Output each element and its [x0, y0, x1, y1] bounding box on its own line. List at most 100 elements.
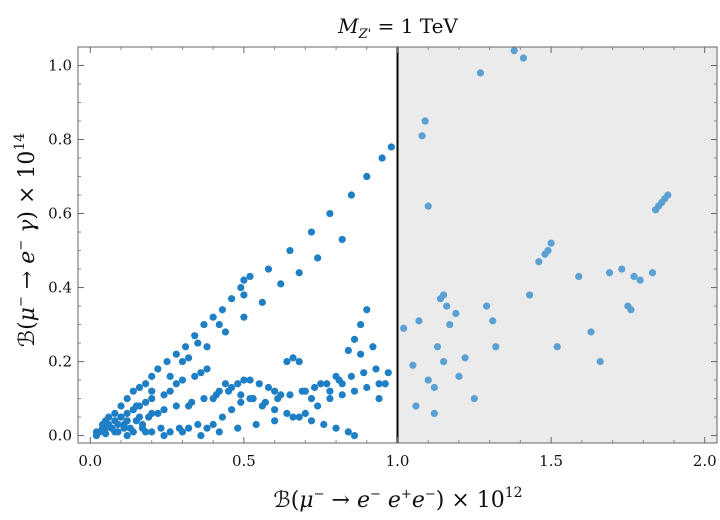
data-point	[338, 235, 346, 244]
excluded-region	[397, 47, 717, 443]
data-point	[286, 391, 294, 399]
data-point	[289, 354, 297, 362]
data-point	[350, 335, 359, 343]
data-point	[240, 313, 248, 321]
data-point	[277, 280, 285, 288]
data-point	[433, 343, 442, 351]
data-point	[271, 417, 279, 425]
data-point	[123, 417, 131, 425]
x-axis-label: ℬ(μ− → e− e+e−) × 1012	[273, 485, 522, 513]
data-point	[117, 402, 125, 410]
svg-text:ℬ(μ− → e− γ) × 1014: ℬ(μ− → e− γ) × 1014	[12, 133, 40, 348]
data-point	[286, 246, 294, 255]
data-point	[430, 409, 438, 417]
data-point	[347, 372, 356, 380]
data-point	[372, 365, 380, 373]
data-point	[154, 409, 162, 417]
data-point	[194, 420, 202, 429]
data-point	[197, 369, 205, 377]
data-point	[129, 428, 137, 436]
data-point	[283, 357, 291, 366]
data-point	[314, 402, 322, 410]
data-point	[369, 343, 377, 351]
data-point	[446, 320, 454, 329]
data-point	[510, 47, 518, 55]
data-point	[163, 357, 171, 366]
data-point	[378, 154, 386, 162]
data-point	[135, 413, 144, 421]
data-point	[157, 424, 165, 432]
data-point	[92, 428, 101, 436]
data-point	[418, 132, 426, 140]
y-tick-label: 0.6	[48, 205, 72, 223]
data-point	[295, 269, 303, 277]
y-tick-label: 0.4	[48, 279, 72, 297]
data-point	[141, 428, 150, 436]
x-tick-label: 1.5	[539, 452, 563, 470]
data-point	[234, 424, 242, 432]
data-point	[221, 380, 230, 388]
data-point	[301, 409, 309, 417]
data-point	[148, 387, 156, 395]
data-point	[332, 424, 340, 432]
data-point	[237, 398, 245, 406]
data-point	[191, 332, 199, 340]
data-point	[409, 361, 417, 369]
data-point	[228, 406, 236, 414]
data-point	[166, 372, 174, 380]
data-point	[476, 69, 485, 77]
data-point	[148, 409, 156, 417]
data-point	[461, 354, 469, 362]
data-point	[148, 394, 156, 403]
data-point	[596, 357, 604, 366]
data-point	[215, 320, 223, 329]
data-point	[470, 394, 478, 403]
data-point	[326, 387, 334, 395]
data-point	[326, 209, 334, 218]
data-point	[264, 383, 273, 392]
data-point	[212, 391, 220, 399]
data-point	[544, 246, 552, 255]
x-tick-label: 2.0	[693, 452, 717, 470]
data-point	[191, 372, 199, 380]
data-point	[274, 394, 282, 403]
data-point	[218, 306, 226, 314]
data-point	[209, 313, 217, 321]
data-point	[160, 391, 168, 399]
data-point	[178, 357, 187, 366]
data-point	[203, 365, 211, 373]
data-point	[295, 413, 303, 421]
data-point	[234, 380, 242, 388]
data-point	[255, 380, 263, 388]
data-point	[310, 383, 319, 392]
data-point	[323, 380, 331, 388]
data-point	[123, 431, 131, 440]
data-point	[129, 387, 137, 395]
data-point	[489, 317, 497, 325]
data-point	[482, 302, 491, 310]
data-point	[178, 428, 187, 436]
data-point	[375, 380, 383, 388]
x-tick-label: 1.0	[386, 452, 410, 470]
data-point	[575, 272, 583, 281]
data-point	[357, 320, 365, 329]
data-point	[166, 387, 174, 395]
data-point	[452, 309, 460, 318]
data-point	[307, 417, 316, 425]
y-tick-label: 0.0	[48, 427, 72, 445]
data-point	[421, 117, 429, 125]
data-point	[117, 413, 125, 421]
x-tick-label: 0.5	[232, 452, 256, 470]
data-point	[148, 372, 156, 380]
data-point	[295, 357, 303, 366]
data-point	[443, 302, 451, 310]
data-point	[221, 328, 230, 336]
data-point	[289, 413, 297, 421]
data-point	[519, 54, 528, 62]
data-point	[178, 376, 187, 384]
data-point	[184, 354, 193, 362]
data-point	[350, 431, 359, 440]
data-point	[627, 306, 635, 314]
data-point	[246, 272, 254, 281]
svg-text:ℬ(μ− → e− e+e−) × 1012: ℬ(μ− → e− e+e−) × 1012	[273, 485, 522, 513]
